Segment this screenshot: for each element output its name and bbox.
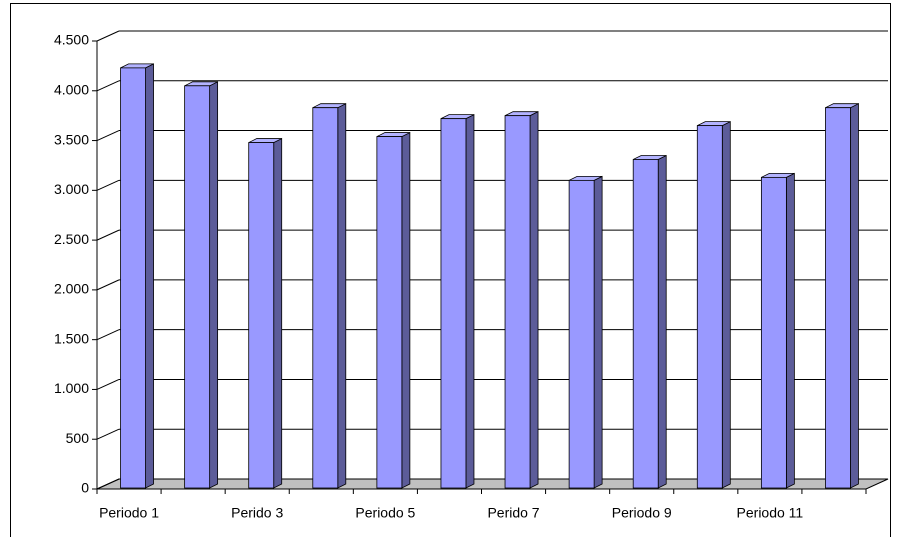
y-tick-label: 0 xyxy=(81,480,89,496)
bar-side xyxy=(850,103,859,489)
x-tick-label: Periodo 11 xyxy=(737,505,804,521)
grid-wall-line xyxy=(96,179,120,191)
x-tick-label: Periodo 5 xyxy=(355,505,415,521)
bar xyxy=(568,179,595,489)
y-tick-label: 4.500 xyxy=(54,32,89,48)
bar-side xyxy=(465,114,475,489)
y-tick-label: 500 xyxy=(66,430,90,446)
y-tick-label: 3.000 xyxy=(54,181,89,197)
bar xyxy=(120,67,146,489)
bar-side xyxy=(657,154,667,489)
bar xyxy=(632,159,659,489)
grid-wall-line xyxy=(96,478,120,490)
bar-side xyxy=(401,131,411,489)
grid-wall-line xyxy=(96,329,120,341)
y-tick-label: 2.000 xyxy=(54,281,89,297)
y-tick-label: 1.000 xyxy=(54,380,89,396)
bar xyxy=(696,125,723,489)
bar xyxy=(376,136,403,489)
bar xyxy=(504,115,531,489)
bar xyxy=(248,142,275,489)
bar xyxy=(440,118,467,489)
x-tick-label: Perido 7 xyxy=(487,505,539,521)
bar-side xyxy=(337,103,347,489)
bar-side xyxy=(145,63,154,489)
y-tick-label: 1.500 xyxy=(54,330,89,346)
grid-wall-line xyxy=(96,279,120,291)
grid-wall-line xyxy=(96,30,120,42)
grid-wall-line xyxy=(96,428,120,440)
bar-side xyxy=(721,120,731,489)
y-tick-label: 4.000 xyxy=(54,81,89,97)
bar xyxy=(184,85,211,489)
y-tick-label: 3.500 xyxy=(54,131,89,147)
bar-side xyxy=(273,137,283,489)
x-tick-label: Periodo 1 xyxy=(99,505,159,521)
bar-side xyxy=(785,172,795,489)
bar-side xyxy=(209,81,219,489)
bar-side xyxy=(593,175,603,489)
bar xyxy=(825,107,851,489)
grid-wall-line xyxy=(96,130,120,142)
x-tick-label: Periodo 9 xyxy=(612,505,672,521)
y-tick-label: 2.500 xyxy=(54,231,89,247)
grid-wall-line xyxy=(96,378,120,390)
x-tick-label: Perido 3 xyxy=(231,505,283,521)
bar xyxy=(312,107,339,489)
bar xyxy=(760,176,787,489)
grid-wall-line xyxy=(96,80,120,92)
bar-side xyxy=(529,111,539,489)
grid-wall-line xyxy=(96,229,120,241)
